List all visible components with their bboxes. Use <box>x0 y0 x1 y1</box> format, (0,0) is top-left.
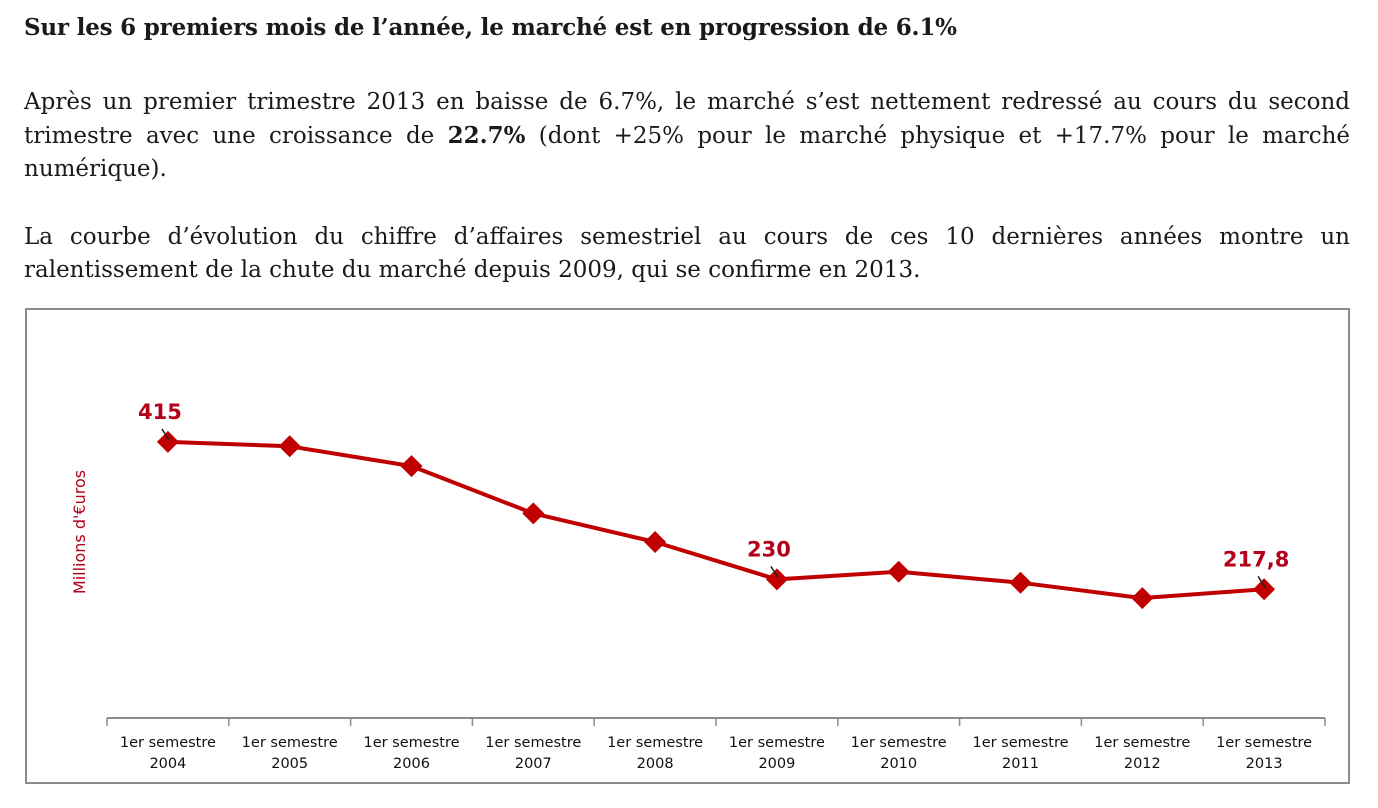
data-point-marker <box>1131 587 1154 610</box>
data-label-leader <box>1257 575 1266 588</box>
x-tick-label-line: 2004 <box>149 756 186 772</box>
page-heading: Sur les 6 premiers mois de l’année, le m… <box>24 14 957 41</box>
chart-frame: Millions d'€uros 1er semestre 2004 1er seme… <box>25 308 1350 784</box>
x-tick-label-line: 1er semestre <box>120 735 216 751</box>
paragraph-1-bold-figure: 22.7% <box>447 122 526 149</box>
x-tick-label: 1er semestre 2004 <box>120 735 216 772</box>
data-point-marker <box>522 502 545 525</box>
x-tick-label-line: 2005 <box>271 756 308 772</box>
x-tick-label: 1er semestre 2005 <box>242 735 338 772</box>
x-tick-label-line: 1er semestre <box>972 735 1068 751</box>
x-tick-label-line: 1er semestre <box>363 735 459 751</box>
paragraph-1-text-start: Après un premier trimestre 2013 en baiss… <box>24 89 1350 149</box>
data-point-marker <box>1253 578 1276 601</box>
x-tick-label: 1er semestre 2010 <box>851 735 947 772</box>
x-tick-label-line: 2007 <box>515 756 552 772</box>
data-label: 230 <box>747 537 791 561</box>
data-point-marker <box>400 455 423 478</box>
x-tick-label-line: 1er semestre <box>607 735 703 751</box>
x-tick-label-line: 2008 <box>637 756 674 772</box>
paragraph-market-growth: Après un premier trimestre 2013 en baiss… <box>24 86 1350 186</box>
x-tick-label-line: 1er semestre <box>1216 735 1312 751</box>
data-label-leader <box>770 565 779 578</box>
x-tick-label-line: 2011 <box>1002 756 1039 772</box>
x-tick-label-line: 1er semestre <box>851 735 947 751</box>
x-tick-label-line: 2013 <box>1246 756 1283 772</box>
x-tick-label: 1er semestre 2013 <box>1216 735 1312 772</box>
data-point-marker <box>644 531 667 553</box>
y-axis-title: Millions d'€uros <box>70 470 89 594</box>
x-tick-label: 1er semestre 2009 <box>729 735 825 772</box>
x-tick-label: 1er semestre 2012 <box>1094 735 1190 772</box>
x-tick-label-line: 1er semestre <box>242 735 338 751</box>
x-tick-label-line: 1er semestre <box>485 735 581 751</box>
data-point-marker <box>1009 571 1032 594</box>
data-point-marker <box>887 560 910 583</box>
x-tick-label-line: 1er semestre <box>729 735 825 751</box>
data-label: 415 <box>138 400 182 424</box>
x-tick-label-line: 2010 <box>880 756 917 772</box>
data-point-marker <box>765 568 788 591</box>
x-tick-label: 1er semestre 2006 <box>363 735 459 772</box>
x-tick-label: 1er semestre 2011 <box>972 735 1068 772</box>
paragraph-curve-evolution: La courbe d’évolution du chiffre d’affai… <box>24 224 1350 283</box>
x-tick-label-line: 2006 <box>393 756 430 772</box>
data-point-marker <box>278 435 301 458</box>
data-label-leader <box>161 428 170 441</box>
data-point-marker <box>156 430 179 453</box>
x-tick-label-line: 2012 <box>1124 756 1161 772</box>
x-tick-label: 1er semestre 2007 <box>485 735 581 772</box>
data-label: 217,8 <box>1223 547 1289 571</box>
x-tick-label-line: 2009 <box>758 756 795 772</box>
series-line <box>167 439 1265 601</box>
x-tick-label: 1er semestre 2008 <box>607 735 703 772</box>
x-tick-label-line: 1er semestre <box>1094 735 1190 751</box>
paragraph-1-text-end: (dont +25% pour le marché physique et +1… <box>24 123 1350 182</box>
